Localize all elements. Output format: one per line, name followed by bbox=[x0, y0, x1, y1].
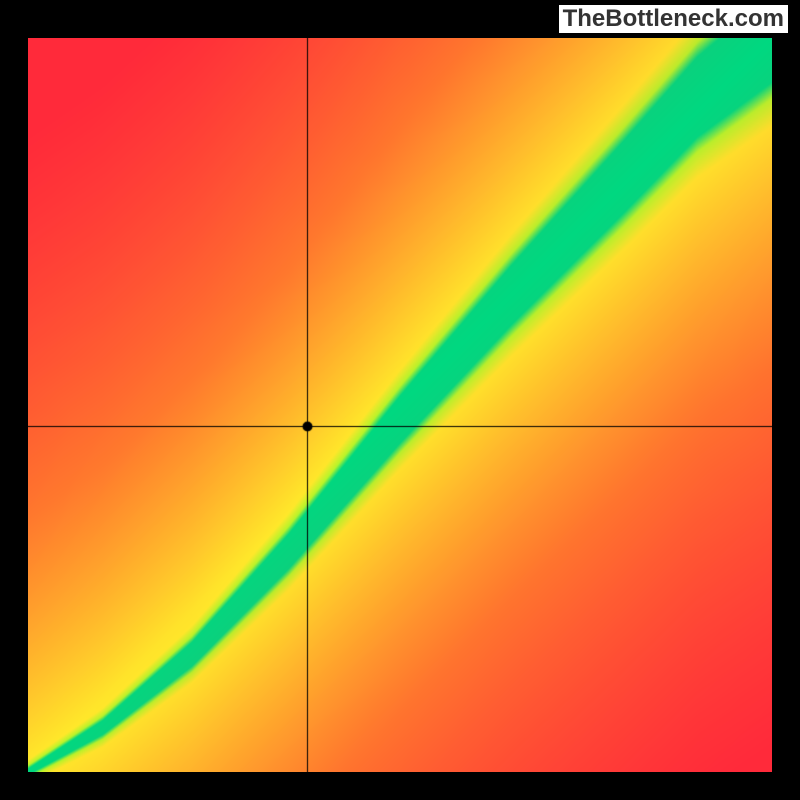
chart-container: TheBottleneck.com bbox=[0, 0, 800, 800]
chart-area bbox=[28, 38, 772, 772]
watermark-text: TheBottleneck.com bbox=[559, 5, 788, 33]
heatmap-canvas bbox=[28, 38, 772, 772]
